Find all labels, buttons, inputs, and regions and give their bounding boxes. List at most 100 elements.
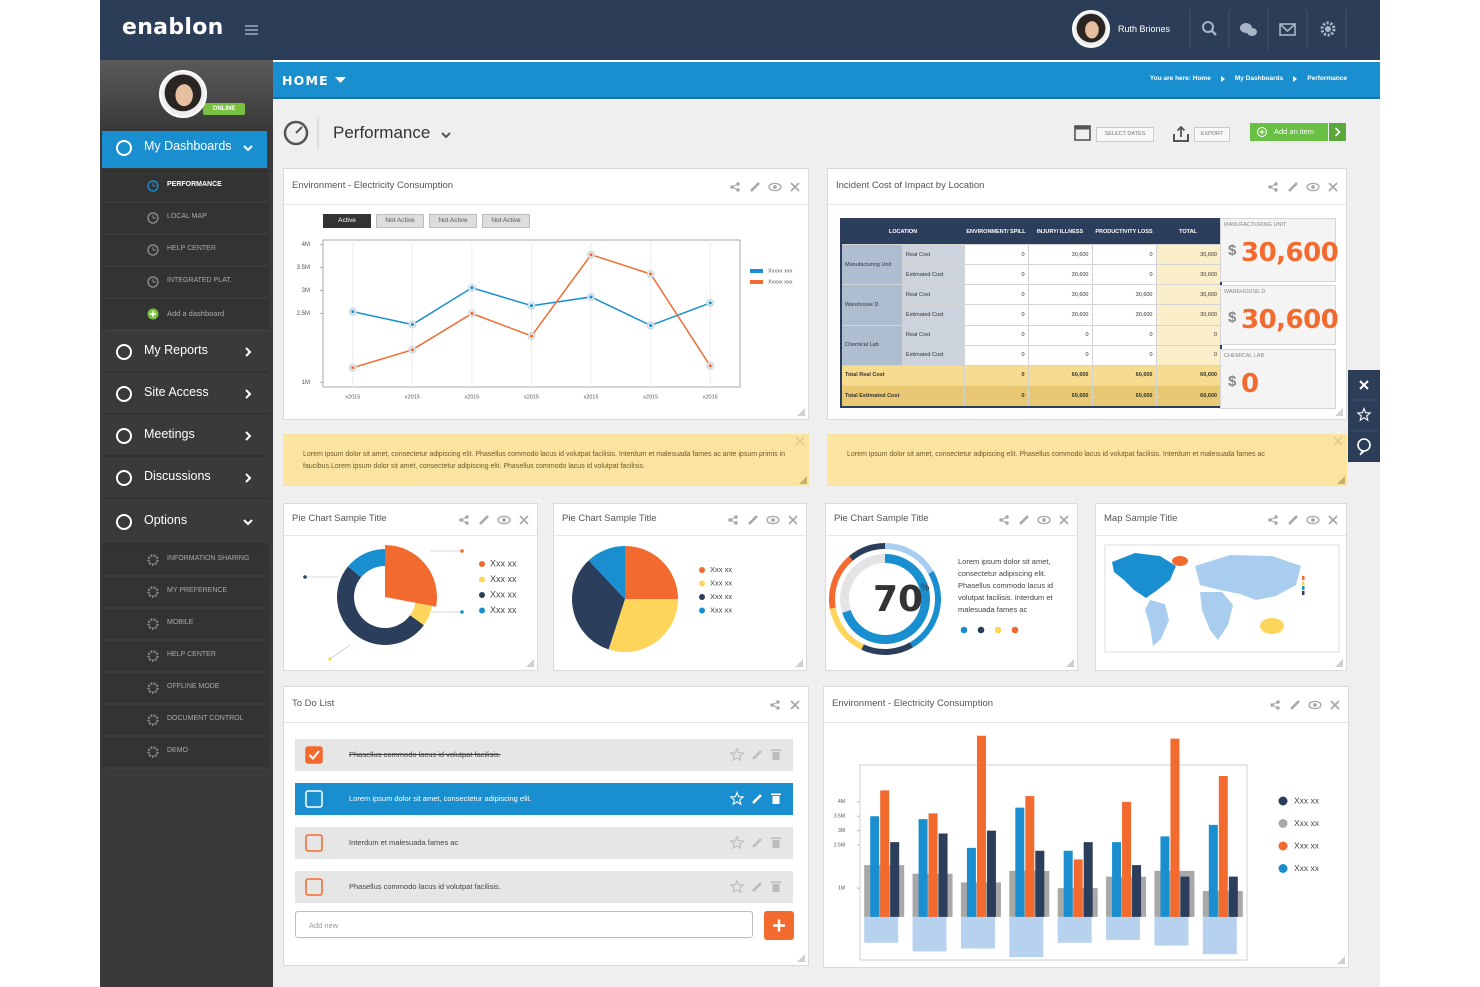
page-title: Performance [333, 123, 431, 142]
table-row: Total Estimated Cost 0 60,600 60,600 60,600 [840, 384, 1222, 408]
select-dates-button[interactable]: SELECT DATES [1096, 127, 1154, 142]
submenu-item[interactable] [102, 266, 269, 298]
panel-title: Map Sample Title [1104, 513, 1178, 524]
table-cell: 0 [963, 284, 1029, 306]
table-cell: 30,600 [1155, 264, 1222, 286]
panel-title: Pie Chart Sample Title [562, 513, 657, 524]
table-cell: TOTAL [1156, 219, 1221, 245]
chart-tab[interactable]: Active [323, 214, 371, 228]
menu-label[interactable]: Meetings [144, 427, 195, 441]
summary-card [1220, 218, 1336, 282]
add-item-button[interactable]: Add an item [1250, 123, 1328, 141]
table-cell: ENVIRONMENT/ SPILL [964, 219, 1028, 245]
breadcrumb-item[interactable]: Performance [1307, 75, 1347, 82]
submenu-item[interactable] [102, 544, 269, 576]
gauge-description: Lorem ipsum dolor sit amet, consectetur … [958, 557, 1054, 614]
panel-title: Pie Chart Sample Title [292, 513, 387, 524]
submenu-item[interactable] [102, 640, 269, 672]
export-button[interactable]: EXPORT [1194, 127, 1230, 142]
todo-text: Interdum et malesuada fames ac [349, 838, 459, 847]
card-label: WAREHOUSE D [1224, 289, 1266, 295]
table-cell: 30,600 [1027, 304, 1093, 326]
add-item-arrow[interactable] [1329, 123, 1346, 141]
panel-title: Environment - Electricity Consumption [292, 180, 454, 191]
todo-text: Phasellus commodo lacus id volutpat faci… [349, 882, 501, 891]
table-cell: 0 [963, 364, 1029, 386]
submenu-label[interactable]: PERFORMANCE [167, 181, 222, 188]
menu-label[interactable]: My Dashboards [144, 139, 232, 153]
chart-tab[interactable]: Not Active [482, 214, 530, 228]
chart-tab[interactable]: Not Active [376, 214, 424, 228]
add-new-input[interactable]: Add new [295, 911, 753, 938]
submenu-item[interactable] [102, 234, 269, 266]
submenu-item[interactable] [102, 202, 269, 234]
todo-text: Lorem ipsum dolor sit amet, consectetur … [349, 794, 532, 803]
table-cell: 0 [1027, 344, 1093, 366]
menu-label[interactable]: Discussions [144, 469, 211, 483]
section-title[interactable]: HOME [282, 73, 329, 88]
todo-row[interactable] [295, 739, 793, 771]
quick-bar [1348, 370, 1380, 462]
profile-area [100, 60, 273, 128]
todo-row[interactable] [295, 827, 793, 859]
submenu-item[interactable] [102, 608, 269, 640]
submenu-label[interactable]: HELP CENTER [167, 651, 216, 658]
submenu-label[interactable]: LOCAL MAP [167, 213, 207, 220]
summary-card [1220, 349, 1336, 409]
table-cell: 0 [1027, 324, 1093, 346]
note [283, 434, 809, 486]
panel-header-rule [824, 722, 1348, 723]
submenu-item[interactable] [102, 736, 269, 768]
map-panel [1095, 503, 1347, 671]
menu-label[interactable]: Site Access [144, 385, 209, 399]
table-cell: Estimated Cost [902, 344, 965, 366]
submenu-label[interactable]: MOBILE [167, 619, 194, 626]
submenu-item[interactable] [102, 170, 269, 202]
top-bar [100, 0, 1380, 60]
todo-row[interactable] [295, 871, 793, 903]
menu-label[interactable]: My Reports [144, 343, 208, 357]
submenu-label[interactable]: DOCUMENT CONTROL [167, 715, 244, 722]
menu-label[interactable]: Options [144, 513, 188, 527]
breadcrumb-arrow [1293, 75, 1298, 82]
card-amount: 0 [1241, 369, 1259, 399]
submenu-label[interactable]: DEMO [167, 747, 188, 754]
summary-card [1220, 285, 1336, 345]
table-cell: Estimated Cost [902, 304, 965, 326]
table-cell: 0 [1091, 264, 1157, 286]
table-cell: 0 [1091, 243, 1157, 266]
todo-row[interactable] [295, 783, 793, 815]
table-cell: Real Cost [902, 284, 965, 306]
table-cell: Real Cost [902, 243, 965, 266]
panel-header-rule [284, 535, 537, 536]
submenu-label[interactable]: Add a dashboard [167, 309, 225, 318]
submenu-label[interactable]: HELP CENTER [167, 245, 216, 252]
submenu-item[interactable] [102, 672, 269, 704]
table-cell: 60,600 [1027, 364, 1093, 386]
submenu-item[interactable] [102, 298, 269, 330]
card-currency: $ [1228, 373, 1237, 390]
panel-header-rule [1096, 535, 1346, 536]
table-cell: 0 [1091, 344, 1157, 366]
user-name[interactable]: Ruth Briones [1118, 24, 1171, 34]
card-currency: $ [1228, 309, 1237, 326]
chart-tab[interactable]: Not Active [429, 214, 477, 228]
submenu-label[interactable]: MY PREFERENCE [167, 587, 228, 594]
submenu-item[interactable] [102, 704, 269, 736]
breadcrumb-prefix[interactable]: You are here: Home [1149, 75, 1211, 82]
table-cell: Warehouse D [840, 284, 903, 326]
add-new-button[interactable] [764, 911, 794, 940]
table-cell: 30,600 [1091, 304, 1157, 326]
submenu-label[interactable]: OFFLINE MODE [167, 683, 220, 690]
table-row: Total Real Cost 0 60,600 60,600 60,600 [840, 364, 1222, 386]
submenu-label[interactable]: INFORMATION SHARING [167, 555, 250, 562]
status-badge[interactable]: ONLINE [203, 103, 245, 115]
breadcrumb-item[interactable]: My Dashboards [1234, 75, 1284, 82]
table-cell: 30,600 [1155, 243, 1222, 266]
table-cell: 60,600 [1091, 364, 1157, 386]
note-text: Lorem ipsum dolor sit amet, consectetur … [303, 451, 786, 470]
submenu-label[interactable]: INTEGRATED PLAT. [167, 277, 232, 284]
submenu-item[interactable] [102, 576, 269, 608]
table-row: Estimated Cost 0 0 0 0 [841, 344, 1222, 366]
